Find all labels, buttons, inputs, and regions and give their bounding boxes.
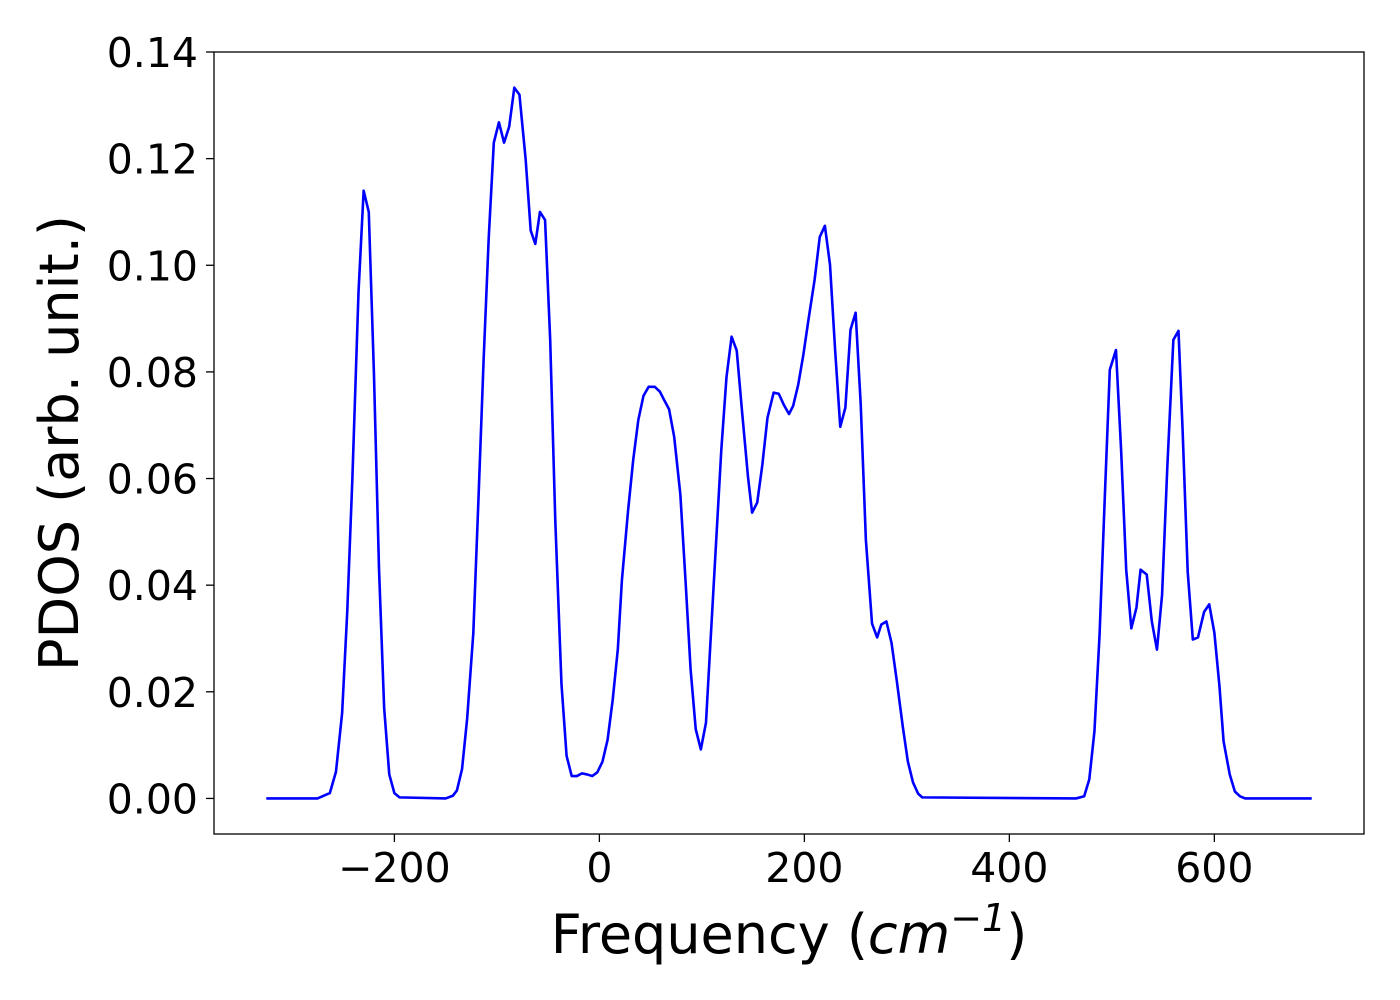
y-tick-label: 0.00 [107, 775, 198, 823]
y-tick-label: 0.04 [107, 562, 198, 610]
y-tick-label: 0.12 [107, 136, 198, 184]
y-tick-label: 0.06 [107, 456, 198, 504]
y-axis-label: PDOS (arb. unit.) [28, 215, 91, 671]
y-tick-label: 0.02 [107, 669, 198, 717]
x-tick-label: 600 [1175, 844, 1253, 892]
x-axis-label-math: cm [868, 903, 950, 966]
y-tick-label: 0.14 [107, 29, 198, 77]
x-axis-label: Frequency (cm−1) [551, 896, 1028, 966]
x-axis-label-sup: −1 [950, 896, 1006, 940]
x-tick-label: −200 [338, 844, 451, 892]
axes-frame [213, 51, 1365, 835]
x-axis-label-text: Frequency ( [551, 903, 868, 966]
x-axis-label-close: ) [1006, 903, 1027, 966]
x-tick-label: 0 [586, 844, 612, 892]
x-tick-label: 200 [765, 844, 843, 892]
plot-area [266, 86, 1312, 800]
x-tick-label: 400 [970, 844, 1048, 892]
y-tick-label: 0.10 [107, 242, 198, 290]
y-tick-label: 0.08 [107, 349, 198, 397]
pdos-line [266, 86, 1312, 800]
